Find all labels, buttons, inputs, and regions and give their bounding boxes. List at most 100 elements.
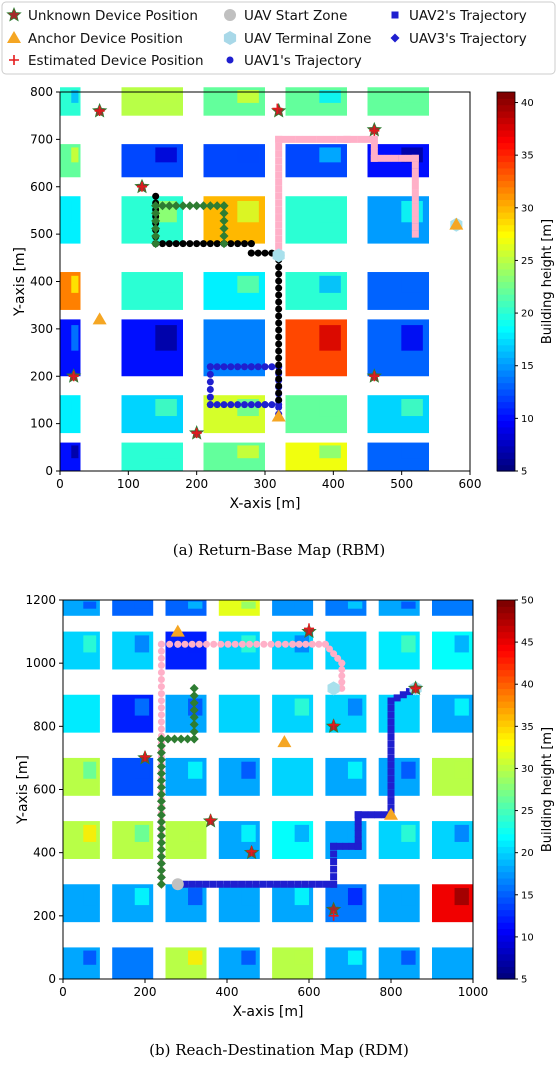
building-subblock: [347, 950, 363, 965]
trajectory-point: [275, 171, 283, 179]
colorbar-step: [497, 338, 515, 346]
trajectory-point: [387, 782, 395, 790]
building-subblock: [454, 635, 469, 653]
colorbar-frame: [496, 91, 516, 472]
trajectory-point: [387, 740, 395, 748]
trajectory-point: [176, 734, 186, 744]
colorbar-step: [497, 110, 515, 118]
trajectory-point: [212, 201, 222, 211]
trajectory-point: [275, 375, 283, 383]
colorbar-step: [497, 167, 515, 175]
colorbar-frame: [496, 599, 516, 980]
colorbar-step: [497, 821, 515, 828]
building-subblock: [294, 698, 309, 716]
trajectory-point: [254, 363, 262, 371]
trajectory-point: [157, 683, 165, 691]
trajectory-point: [156, 872, 166, 882]
trajectory-point: [387, 733, 395, 741]
trajectory-point: [275, 242, 283, 250]
trajectory-point: [275, 305, 283, 313]
colorbar-step: [497, 732, 515, 740]
trajectory-point: [224, 640, 232, 648]
trajectory-point: [377, 154, 385, 162]
trajectory-point: [246, 640, 254, 648]
trajectory-point: [411, 223, 419, 231]
trajectory-point: [323, 880, 331, 888]
colorbar-step: [497, 953, 515, 961]
trajectory-point: [156, 782, 166, 792]
trajectory-point: [267, 640, 275, 648]
building-subblock: [319, 200, 341, 223]
x-tick-label: 300: [254, 477, 277, 491]
trajectory-point: [241, 240, 248, 248]
trajectory-point: [411, 161, 419, 169]
trajectory-point: [268, 401, 276, 409]
caption-rbm: (a) Return-Base Map (RBM): [173, 541, 386, 559]
trajectory-point: [338, 665, 346, 673]
trajectory-point: [151, 216, 161, 226]
building-subblock: [294, 888, 309, 906]
trajectory-point: [193, 240, 201, 248]
trajectory-point: [330, 842, 338, 850]
chart-rdm: 0 200 400 600 800 1000 0 200 400 600 800 1000 1200 X-…: [15, 593, 555, 1020]
legend-frame: [1, 1, 556, 75]
trajectory-point: [157, 654, 165, 662]
building-subblock: [237, 445, 259, 459]
trajectory-point: [157, 647, 165, 655]
colorbar-step: [497, 174, 515, 182]
y-tick-label: 600: [33, 783, 56, 797]
trajectory-point: [189, 691, 199, 701]
x-tick-label: 1000: [458, 985, 489, 999]
trajectory-point: [274, 640, 282, 648]
trajectory-point: [156, 775, 166, 785]
trajectory-point: [189, 727, 199, 737]
trajectory-point: [282, 135, 289, 143]
colorbar-step: [497, 281, 515, 289]
trajectory-point: [374, 811, 382, 819]
trajectory-point: [370, 148, 378, 156]
colorbar-step: [497, 275, 515, 283]
x-tick-label: 400: [322, 477, 345, 491]
trajectory-point: [275, 221, 283, 229]
colorbar-tick-label: 30: [521, 764, 534, 775]
trajectory-point: [330, 865, 338, 873]
trajectory-point: [261, 363, 269, 371]
trajectory-point: [252, 880, 260, 888]
building-subblock: [454, 698, 469, 716]
trajectory-point: [234, 401, 242, 409]
trajectory-point: [411, 216, 419, 224]
trajectory-point: [411, 154, 419, 162]
lightblue-hexagon-icon: [223, 31, 237, 45]
colorbar-tick-label: 25: [521, 256, 534, 267]
trajectory-point: [387, 761, 395, 769]
building-subblock: [319, 445, 341, 459]
trajectory-point: [370, 154, 378, 162]
y-tick-label: 200: [33, 909, 56, 923]
estimated-device-icon: [205, 814, 216, 825]
colorbar-step: [497, 350, 515, 358]
x-axis-label: X-axis [m]: [229, 496, 300, 512]
colorbar-step: [497, 205, 515, 213]
colorbar-label: Building height [m]: [540, 219, 555, 344]
colorbar-step: [497, 720, 515, 727]
colorbar-step: [497, 650, 515, 658]
building-subblock: [134, 824, 150, 842]
trajectory-point: [189, 705, 199, 715]
trajectory-point: [223, 880, 231, 888]
colorbar-step: [497, 199, 515, 207]
building-subblock: [319, 147, 341, 163]
trajectory-point: [275, 354, 283, 362]
building-subblock: [294, 601, 309, 609]
colorbar-step: [497, 344, 515, 352]
colorbar-step: [497, 795, 515, 803]
estimated-device-icon: [246, 846, 257, 857]
trajectory-point: [206, 240, 214, 248]
trajectory-point: [294, 880, 302, 888]
trajectory-point: [330, 850, 338, 858]
colorbar-tick-label: 30: [521, 203, 534, 214]
trajectory-point: [157, 661, 165, 669]
y-tick-label: 600: [30, 180, 53, 194]
trajectory-point: [156, 824, 166, 834]
x-tick-label: 0: [59, 985, 67, 999]
trajectory-point: [206, 378, 214, 386]
